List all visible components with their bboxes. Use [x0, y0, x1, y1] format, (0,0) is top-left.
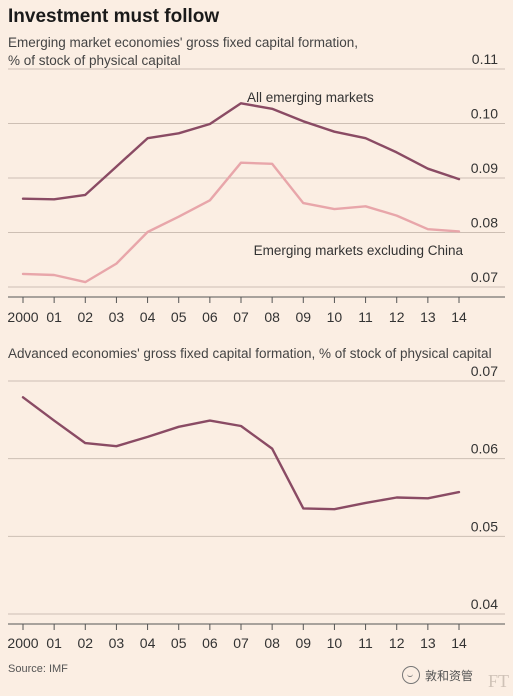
x-tick-label: 13: [420, 635, 436, 651]
x-tick-label: 06: [202, 635, 218, 651]
subtitle-line-2: % of stock of physical capital: [8, 53, 181, 68]
x-tick-label: 10: [327, 635, 343, 651]
subtitle-line-1: Emerging market economies' gross fixed c…: [8, 35, 358, 50]
y-tick-label: 0.10: [471, 106, 498, 122]
x-tick-label: 03: [109, 635, 125, 651]
ft-logo: FT: [487, 671, 509, 691]
watermark-text: 敦和资管: [424, 668, 473, 683]
x-tick-label: 07: [233, 309, 249, 325]
x-tick-label: 02: [77, 635, 93, 651]
y-tick-label: 0.08: [471, 215, 498, 231]
x-tick-label: 11: [358, 635, 373, 651]
series-line-2: [21, 161, 461, 284]
x-tick-label: 13: [420, 309, 436, 325]
y-tick-label: 0.05: [471, 518, 498, 534]
y-tick-label: 0.07: [471, 363, 498, 379]
series-label: Emerging markets excluding China: [254, 243, 464, 258]
y-tick-label: 0.07: [471, 269, 498, 285]
x-tick-label: 04: [140, 635, 156, 651]
x-tick-label: 02: [77, 309, 93, 325]
chart-title: Investment must follow: [8, 6, 220, 27]
x-tick-label: 07: [233, 635, 249, 651]
y-tick-label: 0.09: [471, 160, 498, 176]
x-tick-label: 2000: [7, 309, 38, 325]
x-tick-label: 12: [389, 635, 405, 651]
source-note: Source: IMF: [8, 663, 68, 675]
x-tick-label: 05: [171, 309, 187, 325]
y-tick-label: 0.11: [472, 51, 498, 67]
x-tick-label: 05: [171, 635, 187, 651]
x-tick-label: 2000: [7, 635, 38, 651]
x-tick-label: 10: [327, 309, 343, 325]
series-label: All emerging markets: [247, 90, 374, 105]
wechat-icon: [401, 666, 420, 684]
series-line-1: [21, 396, 461, 511]
watermark: 敦和资管: [401, 666, 473, 684]
y-tick-label: 0.04: [471, 596, 498, 612]
x-tick-label: 03: [109, 309, 125, 325]
x-tick-label: 12: [389, 309, 405, 325]
x-tick-label: 08: [264, 309, 280, 325]
x-tick-label: 08: [264, 635, 280, 651]
y-tick-label: 0.06: [471, 441, 498, 457]
series-line-1: [21, 102, 461, 201]
x-tick-label: 06: [202, 309, 218, 325]
x-tick-label: 01: [46, 309, 62, 325]
x-tick-label: 09: [295, 635, 311, 651]
x-tick-label: 04: [140, 309, 156, 325]
x-tick-label: 11: [358, 309, 373, 325]
second-chart-subtitle: Advanced economies' gross fixed capital …: [8, 346, 492, 361]
x-tick-label: 01: [46, 635, 62, 651]
x-tick-label: 14: [451, 309, 467, 325]
x-tick-label: 14: [451, 635, 467, 651]
x-tick-label: 09: [295, 309, 311, 325]
chart-subtitle: Emerging market economies' gross fixed c…: [8, 34, 388, 70]
